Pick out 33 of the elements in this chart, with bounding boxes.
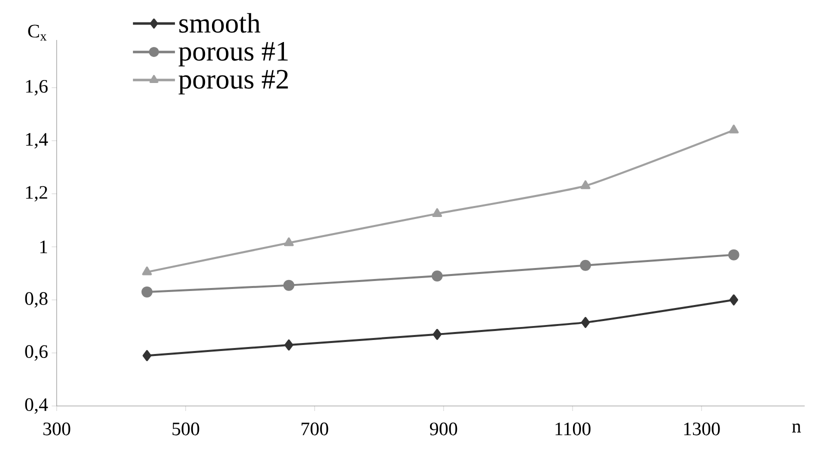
y-tick-label: 1,4 <box>26 133 48 148</box>
x-tick-label: 900 <box>430 422 458 436</box>
y-tick-label: 0,4 <box>25 398 48 414</box>
y-axis-title: C$_{x}$ <box>28 24 47 40</box>
y-tick-label: 0,8 <box>25 292 48 308</box>
point <box>728 249 740 260</box>
x-tick-label: 500 <box>172 422 200 436</box>
point <box>142 266 152 276</box>
point <box>432 208 442 217</box>
y-tick-label: 1,6 <box>26 80 48 96</box>
legend-label: porous #1 <box>178 42 288 66</box>
point <box>142 350 152 362</box>
y-tick-label: 1,2 <box>26 186 48 202</box>
point <box>580 260 591 271</box>
point <box>728 124 739 134</box>
x-axis-title: n <box>792 424 801 432</box>
point <box>729 294 738 306</box>
legend-label: smooth <box>179 13 260 33</box>
point <box>283 280 294 291</box>
x-tick-label: 300 <box>43 422 70 436</box>
y-tick-label: 0,6 <box>25 345 48 361</box>
point <box>432 328 442 340</box>
point <box>284 339 294 350</box>
legend-label: porous #2 <box>178 70 288 94</box>
x-tick-label: 1100 <box>556 422 590 436</box>
point <box>432 270 443 282</box>
point <box>581 316 590 328</box>
x-tick-label: 700 <box>302 422 328 436</box>
y-tick-label: 1 <box>40 240 48 254</box>
point <box>141 286 152 298</box>
point <box>284 237 294 246</box>
point <box>580 180 590 190</box>
x-tick-label: 1300 <box>684 422 720 436</box>
